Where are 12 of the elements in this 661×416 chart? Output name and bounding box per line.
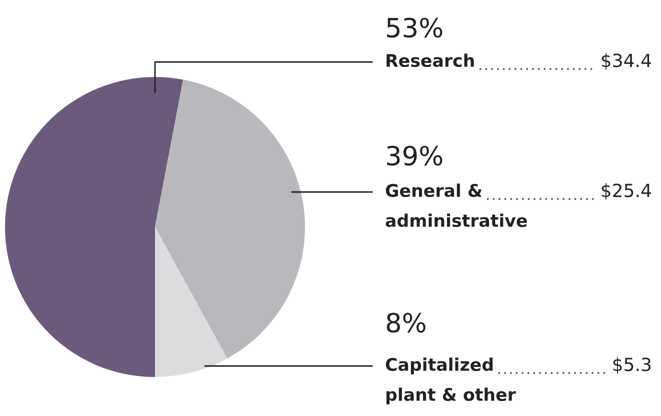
pie-slice xyxy=(5,77,184,377)
slice-label: Research xyxy=(386,54,474,68)
text: $25.4 xyxy=(602,183,651,200)
text: 39% xyxy=(387,146,442,166)
slice-label: Capitalized plant & other xyxy=(386,358,516,404)
slice-label: General & administrative xyxy=(386,184,527,228)
pie-slice xyxy=(155,227,228,377)
text: 8% xyxy=(386,312,426,333)
text: 53% xyxy=(387,18,442,38)
pie-slice xyxy=(155,80,305,358)
text: $5.3 xyxy=(613,357,651,374)
text: $34.4 xyxy=(602,53,651,70)
